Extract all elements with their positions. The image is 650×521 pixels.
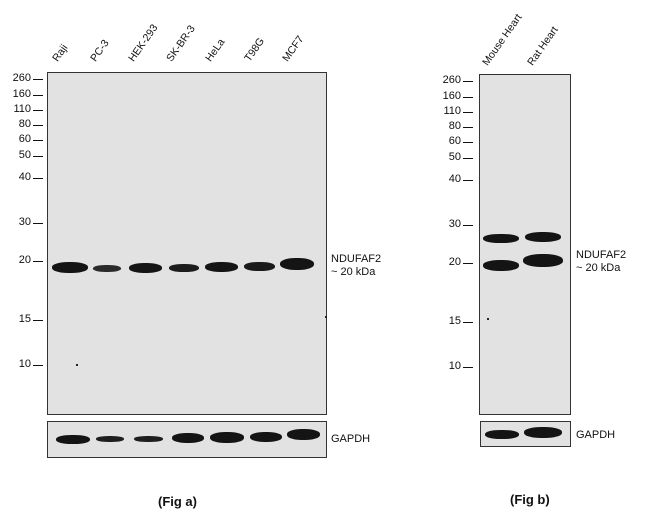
mw-tick xyxy=(33,223,43,224)
main-blot-panel xyxy=(479,74,571,415)
mw-marker: 80 xyxy=(18,118,31,130)
lane-label: HEK-293 xyxy=(126,22,161,65)
lane-label: MCF7 xyxy=(280,33,307,64)
gapdh-band xyxy=(134,436,163,442)
mw-tick xyxy=(463,112,473,113)
target-band xyxy=(523,254,563,267)
gapdh-band xyxy=(56,435,90,444)
upper-band xyxy=(483,234,519,243)
mw-marker: 20 xyxy=(18,254,31,266)
mw-tick xyxy=(463,97,473,98)
mw-marker: 50 xyxy=(18,149,31,161)
mw-marker: 160 xyxy=(12,88,31,100)
mw-marker: 260 xyxy=(442,74,461,86)
target-band xyxy=(169,264,199,272)
gapdh-band xyxy=(210,432,244,443)
mw-marker: 160 xyxy=(442,90,461,102)
figure-caption: (Fig b) xyxy=(510,492,550,507)
mw-marker: 80 xyxy=(448,120,461,132)
mw-tick xyxy=(463,142,473,143)
target-band xyxy=(244,262,275,271)
target-label: NDUFAF2 xyxy=(576,249,627,261)
mw-marker: 40 xyxy=(18,171,31,183)
mw-marker: 260 xyxy=(12,72,31,84)
mw-marker: 20 xyxy=(448,256,461,268)
mw-marker: 50 xyxy=(448,151,461,163)
gapdh-band xyxy=(96,436,124,442)
upper-band xyxy=(525,232,561,242)
mw-tick xyxy=(33,125,43,126)
mw-marker: 30 xyxy=(448,218,461,230)
gapdh-band xyxy=(524,427,562,438)
target-band xyxy=(93,265,121,272)
mw-tick xyxy=(33,110,43,111)
mw-marker: 15 xyxy=(448,315,461,327)
main-blot-panel xyxy=(47,72,327,415)
target-band xyxy=(52,262,88,273)
mw-marker: 10 xyxy=(448,360,461,372)
lane-label: Rat Heart xyxy=(525,24,561,68)
blot-speck xyxy=(487,318,489,320)
mw-tick xyxy=(463,180,473,181)
mw-tick xyxy=(463,263,473,264)
mw-marker: 110 xyxy=(443,105,461,117)
gapdh-band xyxy=(250,432,282,442)
mw-marker: 110 xyxy=(13,103,31,115)
target-band xyxy=(483,260,519,271)
gapdh-band xyxy=(485,430,519,439)
loading-control-label: GAPDH xyxy=(331,433,371,445)
mw-marker: 30 xyxy=(18,216,31,228)
mw-marker: 60 xyxy=(18,133,31,145)
lane-label: SK-BR-3 xyxy=(164,23,198,64)
blot-speck xyxy=(76,364,78,366)
mw-marker: 15 xyxy=(18,313,31,325)
loading-control-label: GAPDH xyxy=(576,429,616,441)
lane-label: Raji xyxy=(50,42,71,64)
target-band xyxy=(129,263,162,273)
mw-tick xyxy=(33,178,43,179)
mw-tick xyxy=(33,261,43,262)
mw-marker: 40 xyxy=(448,173,461,185)
lane-label: Mouse Heart xyxy=(480,11,525,69)
target-size: ~ 20 kDa xyxy=(331,266,376,278)
mw-marker: 60 xyxy=(448,135,461,147)
mw-tick xyxy=(33,79,43,80)
figure-caption: (Fig a) xyxy=(158,494,197,509)
mw-tick xyxy=(463,158,473,159)
target-band xyxy=(205,262,238,272)
target-band xyxy=(280,258,314,270)
mw-tick xyxy=(33,156,43,157)
lane-label: PC-3 xyxy=(88,37,112,64)
target-size: ~ 20 kDa xyxy=(576,262,621,274)
lane-label: HeLa xyxy=(203,36,228,64)
mw-tick xyxy=(33,140,43,141)
mw-tick xyxy=(33,95,43,96)
mw-tick xyxy=(463,81,473,82)
mw-tick xyxy=(463,322,473,323)
mw-marker: 10 xyxy=(18,358,31,370)
loading-control-panel xyxy=(47,421,327,458)
mw-tick xyxy=(463,367,473,368)
gapdh-band xyxy=(287,429,320,440)
mw-tick xyxy=(33,320,43,321)
gapdh-band xyxy=(172,433,204,443)
loading-control-panel xyxy=(480,421,571,447)
mw-tick xyxy=(463,225,473,226)
target-label: NDUFAF2 xyxy=(331,253,382,265)
mw-tick xyxy=(33,365,43,366)
mw-tick xyxy=(463,127,473,128)
lane-label: T98G xyxy=(242,35,268,64)
blot-speck xyxy=(325,316,327,318)
